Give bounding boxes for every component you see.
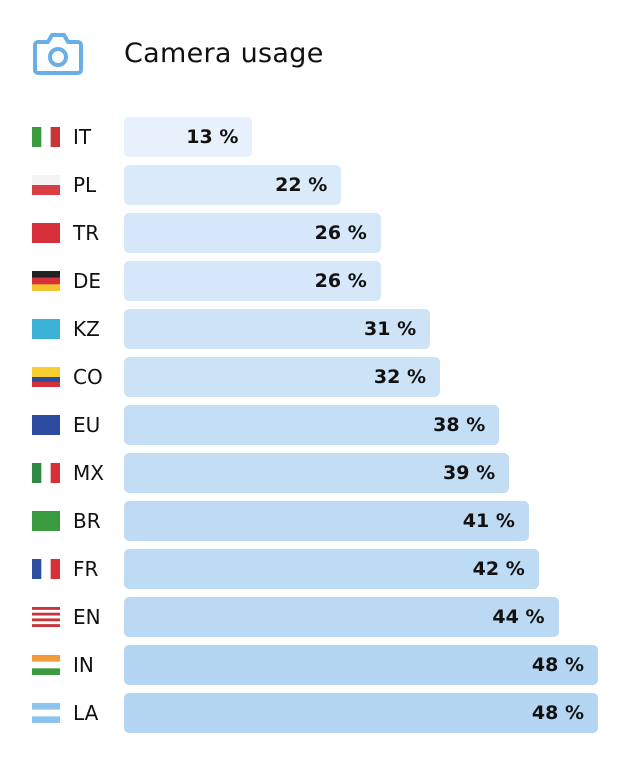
category-label: TR [73, 221, 100, 245]
category-label: DE [73, 269, 102, 293]
data-label: 22 % [275, 174, 328, 196]
bar-it: 13 % [124, 117, 253, 157]
bar-row-tr: TR 26 % [32, 213, 381, 253]
flag-pl-icon [32, 175, 60, 195]
flag-de-icon [32, 271, 60, 291]
category-label: LA [73, 701, 99, 725]
bar-de: 26 % [124, 261, 381, 301]
category-label: FR [73, 557, 99, 581]
camera-icon [33, 33, 83, 75]
bar-row-la: LA 48 % [32, 693, 598, 733]
flag-in-icon [32, 655, 60, 675]
bar-mx: 39 % [124, 453, 510, 493]
data-label: 13 % [186, 126, 239, 148]
bar-row-pl: PL 22 % [32, 165, 342, 205]
bar-tr: 26 % [124, 213, 381, 253]
bar-row-mx: MX 39 % [32, 453, 510, 493]
bar-row-eu: EU 38 % [32, 405, 500, 445]
flag-fr-icon [32, 559, 60, 579]
category-label: KZ [73, 317, 100, 341]
flag-kz-icon [32, 319, 60, 339]
bar-row-de: DE 26 % [32, 261, 381, 301]
data-label: 31 % [364, 318, 417, 340]
category-label: EN [73, 605, 101, 629]
bar-row-it: IT 13 % [32, 117, 253, 157]
data-label: 44 % [492, 606, 545, 628]
category-label: CO [73, 365, 103, 389]
data-label: 48 % [531, 702, 584, 724]
category-label: EU [73, 413, 101, 437]
flag-en-icon [32, 607, 60, 627]
flag-mx-icon [32, 463, 60, 483]
data-label: 48 % [531, 654, 584, 676]
bar-row-br: BR 41 % [32, 501, 529, 541]
data-label: 32 % [373, 366, 426, 388]
flag-br-icon [32, 511, 60, 531]
flag-tr-icon [32, 223, 60, 243]
data-label: 38 % [433, 414, 486, 436]
bar-in: 48 % [124, 645, 598, 685]
bar-eu: 38 % [124, 405, 500, 445]
category-label: PL [73, 173, 97, 197]
bar-row-fr: FR 42 % [32, 549, 539, 589]
category-label: MX [73, 461, 104, 485]
flag-eu-icon [32, 415, 60, 435]
category-label: IN [73, 653, 94, 677]
data-label: 39 % [443, 462, 496, 484]
bar-fr: 42 % [124, 549, 539, 589]
data-label: 42 % [472, 558, 525, 580]
bar-row-en: EN 44 % [32, 597, 559, 637]
category-label: IT [73, 125, 92, 149]
bar-kz: 31 % [124, 309, 431, 349]
bar-br: 41 % [124, 501, 529, 541]
data-label: 26 % [314, 270, 367, 292]
flag-co-icon [32, 367, 60, 387]
bar-en: 44 % [124, 597, 559, 637]
data-label: 26 % [314, 222, 367, 244]
flag-it-icon [32, 127, 60, 147]
bar-pl: 22 % [124, 165, 342, 205]
category-label: BR [73, 509, 101, 533]
bar-row-kz: KZ 31 % [32, 309, 431, 349]
bar-list: IT 13 % PL 22 % TR 26 % DE 26 % KZ 31 % CO 32 % EU 38… [32, 117, 598, 741]
bar-co: 32 % [124, 357, 440, 397]
data-label: 41 % [462, 510, 515, 532]
chart-header: Camera usage [32, 30, 324, 76]
bar-row-co: CO 32 % [32, 357, 440, 397]
chart-title: Camera usage [124, 37, 324, 69]
flag-la-icon [32, 703, 60, 723]
bar-la: 48 % [124, 693, 598, 733]
bar-row-in: IN 48 % [32, 645, 598, 685]
